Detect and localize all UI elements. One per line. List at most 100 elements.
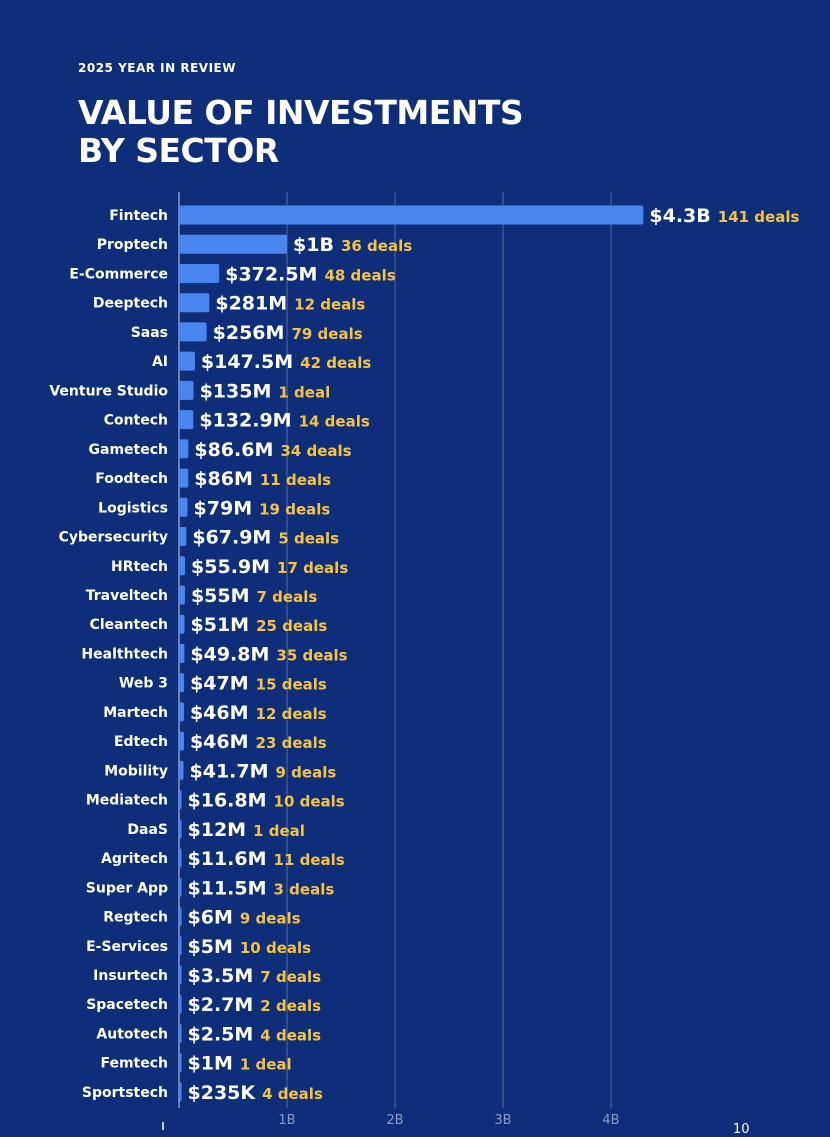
bar <box>179 1023 182 1043</box>
category-label: DaaS <box>127 822 168 838</box>
value-label: $132.9M <box>199 410 291 432</box>
category-label: Autotech <box>96 1026 168 1042</box>
category-label: E-Services <box>86 939 168 955</box>
bar <box>179 965 182 985</box>
deals-label: 5 deals <box>278 530 339 548</box>
value-label: $5M <box>188 936 233 958</box>
deals-label: 79 deals <box>291 325 362 343</box>
category-label: Contech <box>104 413 168 429</box>
value-label: $256M <box>213 322 285 344</box>
bar <box>179 468 189 488</box>
deals-label: 9 deals <box>240 910 301 928</box>
bar <box>179 643 185 663</box>
deals-label: 1 deal <box>278 383 330 401</box>
bar <box>179 351 195 371</box>
deals-label: 23 deals <box>256 734 327 752</box>
bar <box>179 322 207 342</box>
category-label: Femtech <box>100 1056 168 1072</box>
deals-label: 9 deals <box>276 763 337 781</box>
deals-label: 35 deals <box>276 646 347 664</box>
deals-label: 1 deal <box>253 822 305 840</box>
value-label: $1B <box>293 234 334 256</box>
deals-label: 2 deals <box>260 997 321 1015</box>
page-title: VALUE OF INVESTMENTS BY SECTOR <box>78 93 524 170</box>
value-label: $281M <box>215 293 287 315</box>
deals-label: 11 deals <box>260 471 331 489</box>
deals-label: 12 deals <box>256 705 327 723</box>
value-label: $2.5M <box>188 1023 254 1045</box>
bar <box>179 877 182 897</box>
deals-label: 12 deals <box>294 296 365 314</box>
bar <box>179 673 185 693</box>
category-label: Deeptech <box>93 296 168 312</box>
bar <box>179 293 210 313</box>
category-label: Mobility <box>104 763 168 779</box>
eyebrow: 2025 YEAR IN REVIEW <box>78 61 236 75</box>
deals-label: 42 deals <box>300 354 371 372</box>
category-label: Gametech <box>89 442 168 458</box>
bar <box>179 585 185 605</box>
value-label: $147.5M <box>201 351 293 373</box>
bar <box>179 731 184 751</box>
bar <box>179 234 287 254</box>
value-label: $11.6M <box>188 848 267 870</box>
deals-label: 25 deals <box>256 617 327 635</box>
category-label: Logistics <box>98 500 168 516</box>
category-label: Foodtech <box>95 471 168 487</box>
value-label: $11.5M <box>188 877 267 899</box>
deals-label: 48 deals <box>324 266 395 284</box>
bar <box>179 380 194 400</box>
value-label: $49.8M <box>190 643 269 665</box>
deals-label: 34 deals <box>280 442 351 460</box>
category-label: Web 3 <box>119 676 168 692</box>
value-label: $55.9M <box>191 556 270 578</box>
value-label: $67.9M <box>192 527 271 549</box>
category-label: Healthtech <box>81 646 168 662</box>
category-label: Sportstech <box>82 1085 168 1101</box>
bar <box>179 497 188 517</box>
category-label: Saas <box>131 325 168 341</box>
bar <box>179 790 182 810</box>
x-tick-label: 1B <box>278 1113 295 1128</box>
value-label: $86.6M <box>194 439 273 461</box>
category-label: Spacetech <box>86 997 168 1013</box>
bar <box>179 702 184 722</box>
value-label: $2.7M <box>188 994 254 1016</box>
title-line-1: VALUE OF INVESTMENTS <box>78 93 524 132</box>
title-line-2: BY SECTOR <box>78 131 279 170</box>
value-label: $6M <box>188 907 233 929</box>
bar <box>179 410 194 430</box>
bar <box>179 205 644 225</box>
category-label: Martech <box>103 705 168 721</box>
bar <box>179 760 184 780</box>
deals-label: 14 deals <box>299 413 370 431</box>
value-label: $79M <box>194 497 253 519</box>
bar <box>179 936 182 956</box>
value-label: $135M <box>200 380 272 402</box>
bar <box>179 819 182 839</box>
category-label: Edtech <box>114 734 168 750</box>
deals-label: 10 deals <box>274 793 345 811</box>
value-label: $47M <box>190 673 249 695</box>
bar <box>179 994 182 1014</box>
deals-label: 19 deals <box>259 500 330 518</box>
value-label: $16.8M <box>188 790 267 812</box>
value-label: $4.3B <box>649 205 710 227</box>
bar <box>179 556 186 576</box>
deals-label: 1 deal <box>240 1056 292 1074</box>
deals-label: 7 deals <box>257 588 318 606</box>
value-label: $12M <box>188 819 247 841</box>
value-label: $51M <box>191 614 250 636</box>
category-label: E-Commerce <box>69 266 168 282</box>
bar <box>179 614 185 634</box>
value-label: $86M <box>194 468 253 490</box>
category-label: Fintech <box>109 208 168 224</box>
category-label: Cleantech <box>90 617 168 633</box>
deals-label: 3 deals <box>274 880 335 898</box>
category-label: Cybersecurity <box>59 530 168 546</box>
x-tick-label: 4B <box>602 1113 619 1128</box>
category-label: Proptech <box>97 237 168 253</box>
category-label: Traveltech <box>86 588 168 604</box>
category-label: Venture Studio <box>49 383 168 399</box>
